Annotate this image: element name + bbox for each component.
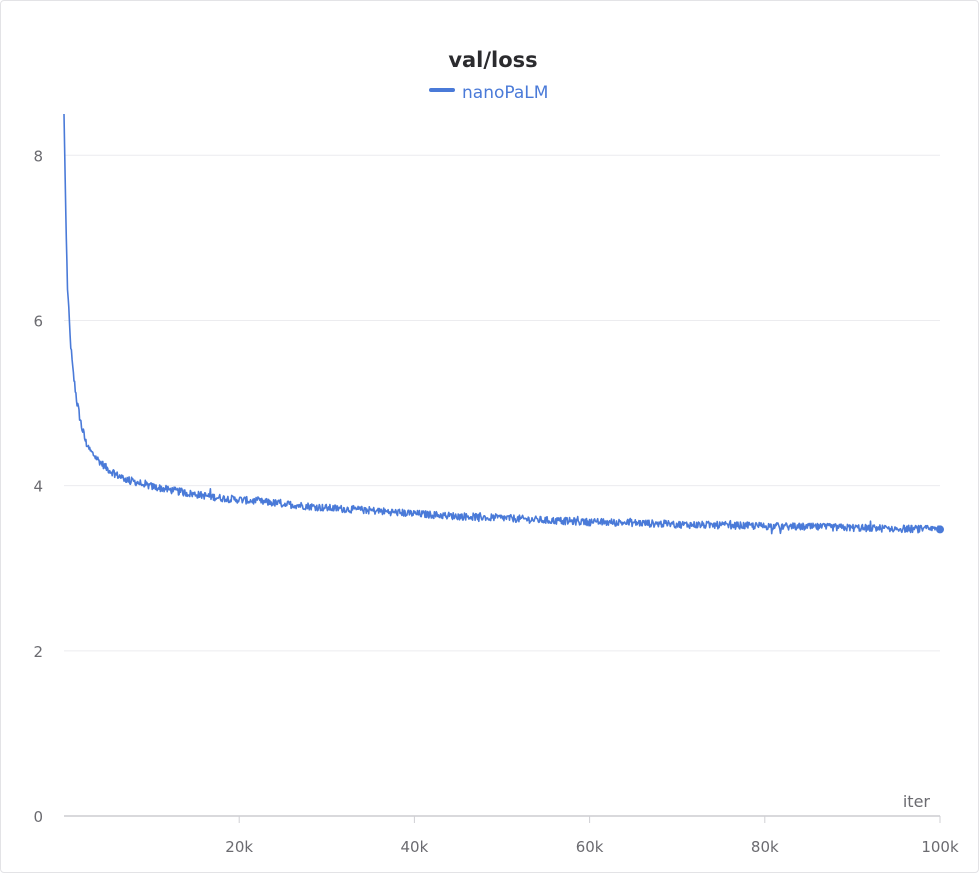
- y-tick-label: 4: [33, 478, 43, 496]
- chart-title: val/loss: [448, 48, 537, 72]
- y-tick-label: 6: [33, 312, 43, 330]
- plot-area[interactable]: [63, 113, 944, 535]
- y-tick-label: 8: [33, 147, 43, 165]
- x-tick-label: 20k: [225, 838, 253, 856]
- grid-lines: [64, 154, 940, 652]
- x-axis: 20k 40k 60k 80k 100k: [64, 815, 959, 856]
- series-endpoint-nanopalm[interactable]: [936, 525, 944, 534]
- y-tick-label: 2: [33, 643, 43, 661]
- x-tick-label: 40k: [401, 838, 429, 856]
- series-line-nanopalm[interactable]: [63, 113, 941, 535]
- x-tick-label: 60k: [576, 838, 604, 856]
- legend[interactable]: nanoPaLM: [429, 83, 548, 103]
- x-tick-label: 80k: [751, 838, 779, 856]
- y-tick-label: 0: [33, 808, 43, 826]
- legend-label-nanopalm[interactable]: nanoPaLM: [462, 83, 548, 103]
- x-tick-label: 100k: [921, 838, 959, 856]
- y-axis: 0 2 4 6 8: [33, 147, 43, 826]
- x-axis-label: iter: [903, 792, 931, 811]
